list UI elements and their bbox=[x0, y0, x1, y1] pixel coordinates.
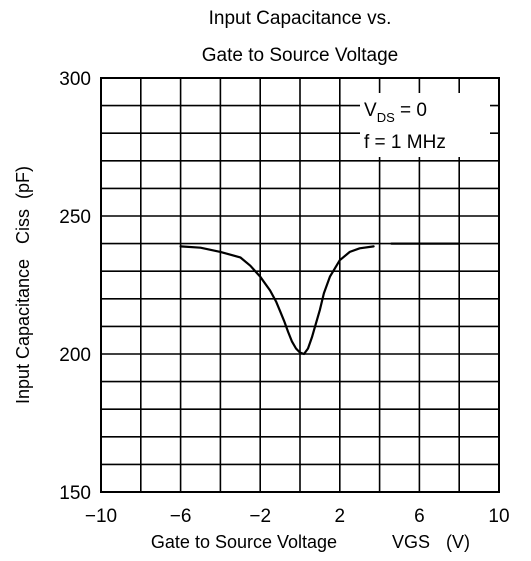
conditions-background bbox=[360, 93, 490, 157]
x-tick-label: 10 bbox=[488, 506, 509, 527]
x-axis-title: Gate to Source Voltage bbox=[151, 532, 337, 552]
vds-value: = 0 bbox=[395, 100, 427, 121]
x-tick-labels: −10 −6 −2 2 6 10 bbox=[85, 506, 510, 527]
y-axis-title: Input Capacitance Ciss (pF) bbox=[13, 166, 33, 404]
vds-subscript: DS bbox=[377, 110, 395, 125]
frequency-condition: f = 1 MHz bbox=[364, 132, 446, 153]
title-line-2: Gate to Source Voltage bbox=[202, 45, 398, 66]
x-tick-label: 2 bbox=[335, 506, 346, 527]
vds-condition: VDS = 0 bbox=[364, 100, 427, 125]
series-line-1 bbox=[179, 245, 375, 356]
y-tick-label: 200 bbox=[59, 345, 91, 366]
x-tick-label: −10 bbox=[85, 506, 117, 527]
y-tick-label: 150 bbox=[59, 483, 91, 504]
y-tick-labels: 150 200 250 300 bbox=[59, 69, 91, 504]
y-tick-label: 250 bbox=[59, 207, 91, 228]
title-line-1: Input Capacitance vs. bbox=[209, 8, 392, 29]
x-axis-label: Gate to Source Voltage VGS (V) bbox=[151, 532, 470, 552]
y-tick-label: 300 bbox=[59, 69, 91, 90]
series-layer bbox=[179, 242, 461, 356]
x-tick-label: −2 bbox=[249, 506, 271, 527]
x-tick-label: −6 bbox=[170, 506, 192, 527]
x-axis-unit: (V) bbox=[446, 532, 470, 552]
chart-title: Input Capacitance vs. Gate to Source Vol… bbox=[202, 8, 398, 66]
conditions-box: VDS = 0 f = 1 MHz bbox=[360, 93, 490, 157]
plot-frame bbox=[100, 77, 500, 493]
x-tick-label: 6 bbox=[414, 506, 425, 527]
vds-symbol: V bbox=[364, 100, 377, 121]
x-axis-symbol: VGS bbox=[392, 532, 430, 552]
